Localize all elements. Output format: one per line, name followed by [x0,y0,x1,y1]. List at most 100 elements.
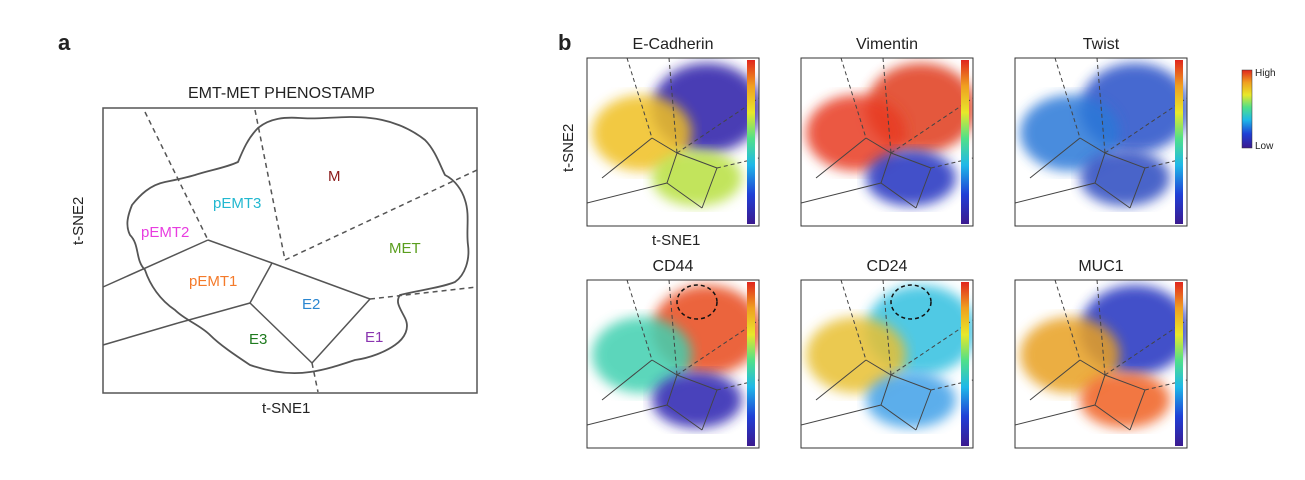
tsne-panel [586,57,760,227]
tsne-cluster [592,95,692,171]
marker-title-twist: Twist [1082,36,1120,53]
phenostamp-overlay-line [801,404,882,426]
phenostamp-overlay-line [666,182,703,209]
region-label-pemt3: pEMT3 [213,195,262,212]
phenostamp-overlay-line [1096,280,1106,376]
legend-colorbar [1241,69,1253,149]
region-label-pemt1: pEMT1 [189,273,238,290]
tsne-panel [800,57,974,227]
tsne-panel [586,279,760,449]
panel-colorbar [1175,282,1183,446]
panel-b-label: b [558,30,572,55]
tsne-cluster [1020,317,1120,393]
phenostamp-overlay-line [890,152,932,169]
phenostamp-overlay-line [1129,167,1146,209]
tsne-cluster [806,317,906,393]
panel-colorbar [747,282,755,446]
phenostamp-overlay-line [651,137,678,154]
marker-title-cd44: CD44 [652,258,694,275]
tsne-panel-frame [586,279,760,449]
phenostamp-overlay-line [676,97,759,154]
phenostamp-overlay-line [676,374,718,391]
phenostamp-overlay-line [880,374,892,406]
phenostamp-overlay-line [915,389,932,431]
tsne-panel-frame [586,57,760,227]
region-label-e1: E1 [365,329,384,346]
phenostamp-overlay-line [882,58,892,154]
tsne-cluster [1080,372,1170,428]
phenostamp-overlay-line [1079,359,1106,376]
tsne-panel-frame [800,57,974,227]
tsne-panel-frame [1014,279,1188,449]
phenostamp-overlay-line [1094,374,1106,406]
phenostamp-overlay-line [666,374,678,406]
phenostamp-overlay-line [890,374,932,391]
phenostamp-overlay-line [880,182,917,209]
phenostamp-overlay-line [1104,319,1187,376]
marker-title-vimentin: Vimentin [856,36,918,53]
phenostamp-overlay-line [701,389,718,431]
phenostamp-overlay-line [880,152,892,184]
phenostamp-overlay-line [587,404,668,426]
tsne-panel [1014,279,1188,449]
phenostamp-overlay-line [1129,389,1146,431]
phenostamp-overlay-line [865,359,892,376]
phenostamp-overlay-line [880,404,917,431]
panel-a-label: a [58,30,71,55]
tsne-xlabel: t-SNE1 [652,232,701,249]
phenostamp-overlay-line [1096,58,1106,154]
phenostamp-overlay-line [1104,152,1146,169]
phenostamp-xlabel: t-SNE1 [262,400,311,417]
phenostamp-overlay-line [651,359,678,376]
phenostamp-overlay-line [815,359,867,401]
legend-high: High [1255,68,1276,79]
phenostamp-overlay-line [668,280,678,376]
phenostamp-overlay-line [1029,359,1081,401]
phenostamp-overlay-line [815,137,867,179]
phenostamp-overlay-line [890,319,973,376]
phenostamp-overlay-line [601,137,653,179]
highlight-circle [676,284,718,320]
phenostamp-overlay-line [1094,404,1131,431]
phenostamp-overlay-line [915,167,932,209]
region-label-m: M [328,168,341,185]
phenostamp-overlay-line [1015,404,1096,426]
panel-colorbar [961,60,969,224]
phenostamp-overlay-line [676,319,759,376]
region-label-e2: E2 [302,296,321,313]
tsne-panel [800,279,974,449]
tsne-cluster [866,150,956,206]
phenostamp-overlay-line [601,359,653,401]
region-label-met: MET [389,240,421,257]
phenostamp-overlay-line [1104,97,1187,154]
marker-title-cd24: CD24 [866,258,908,275]
tsne-cluster [592,317,692,393]
phenostamp-overlay-line [865,137,892,154]
phenostamp-overlay-line [1094,152,1106,184]
tsne-panel-frame [1014,57,1188,227]
phenostamp-overlay-line [801,182,882,204]
region-label-pemt2: pEMT2 [141,224,190,241]
tsne-panel [1014,57,1188,227]
tsne-panel-frame [800,279,974,449]
panel-colorbar [1175,60,1183,224]
marker-title-muc1: MUC1 [1078,258,1124,275]
tsne-cluster [866,372,956,428]
phenostamp-title: EMT-MET PHENOSTAMP [188,85,375,102]
legend-low: Low [1255,141,1274,152]
phenostamp-overlay-line [701,167,718,209]
tsne-cluster [1020,95,1120,171]
tsne-cluster [652,372,742,428]
marker-title-ecadherin: E-Cadherin [632,36,714,53]
tsne-cluster [806,95,906,171]
phenostamp-overlay-line [882,280,892,376]
phenostamp-overlay-line [666,152,678,184]
tsne-cluster [1080,150,1170,206]
phenostamp-overlay-line [890,97,973,154]
phenostamp-overlay-line [1015,182,1096,204]
phenostamp-overlay-line [1029,137,1081,179]
region-label-e3: E3 [249,331,268,348]
tsne-cluster [652,150,742,206]
